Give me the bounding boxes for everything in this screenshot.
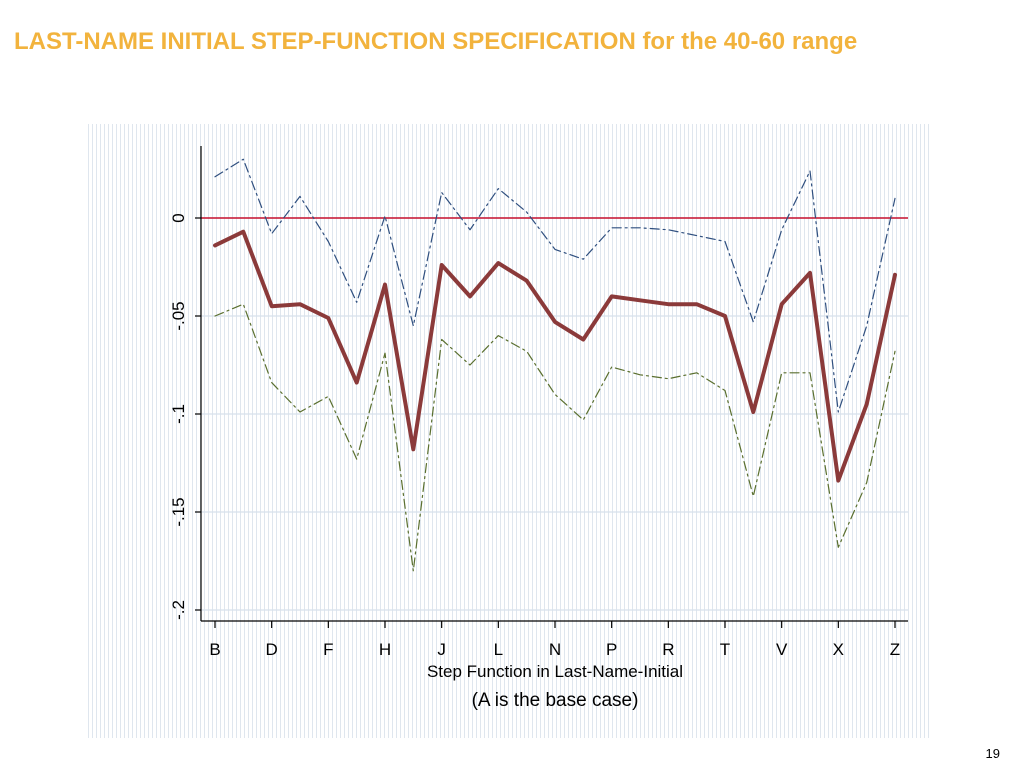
- series-line-upper-bound: [214, 158, 896, 413]
- x-tick-label: X: [833, 640, 844, 659]
- y-tick-label: -.2: [169, 600, 188, 620]
- y-tick-label: 0: [169, 213, 188, 222]
- axes: [200, 146, 908, 622]
- x-tick-label: V: [776, 640, 788, 659]
- x-tick-label: Z: [890, 640, 900, 659]
- y-tick-label: -.1: [169, 404, 188, 424]
- page-number: 19: [985, 746, 1000, 761]
- x-tick-label: L: [494, 640, 503, 659]
- y-tick-label: -.05: [169, 301, 188, 330]
- series-line-lower-bound: [214, 303, 896, 572]
- x-tick-label: D: [266, 640, 278, 659]
- grid-lines: [201, 217, 908, 611]
- series-line-estimate: [213, 229, 897, 483]
- x-tick-label: T: [720, 640, 730, 659]
- x-tick-label: H: [379, 640, 391, 659]
- y-ticks: 0 -.05 -.1 -.15 -.2: [169, 213, 201, 620]
- x-tick-label: R: [662, 640, 674, 659]
- x-axis-sublabel: (A is the base case): [472, 690, 639, 711]
- x-axis-label: Step Function in Last-Name-Initial: [427, 662, 683, 681]
- slide-title: LAST-NAME INITIAL STEP-FUNCTION SPECIFIC…: [14, 28, 858, 55]
- x-tick-label: P: [606, 640, 617, 659]
- chart-plot-background: [88, 124, 932, 738]
- x-tick-label: F: [323, 640, 333, 659]
- x-tick-label: B: [209, 640, 220, 659]
- y-tick-label: -.15: [169, 497, 188, 526]
- x-tick-label: N: [549, 640, 561, 659]
- x-tick-label: J: [437, 640, 446, 659]
- series-lines: [213, 158, 897, 572]
